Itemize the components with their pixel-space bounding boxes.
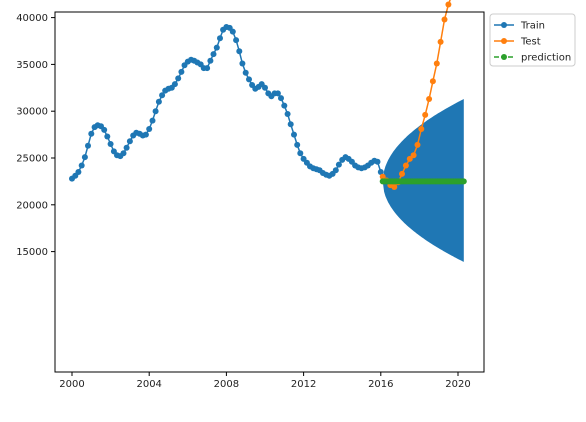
legend-label-train: Train (520, 21, 545, 32)
data-point-train-70 (294, 141, 301, 148)
x-tick-label-2008: 2008 (214, 379, 239, 390)
legend-frame (489, 13, 576, 67)
data-point-train-65 (278, 95, 284, 102)
legend-marker-train (501, 22, 507, 28)
data-point-train-2 (75, 169, 82, 175)
data-point-test-7 (406, 155, 413, 162)
data-point-train-82 (332, 167, 339, 174)
y-tick-label-35000: 35000 (16, 60, 48, 71)
data-point-train-44 (210, 51, 217, 58)
x-tick-label-2000: 2000 (59, 379, 84, 390)
data-point-train-69 (291, 131, 297, 138)
data-point-train-55 (246, 76, 252, 83)
data-point-train-11 (104, 133, 111, 140)
legend-label-test: Test (520, 37, 541, 48)
data-point-train-10 (101, 126, 108, 133)
data-point-train-53 (239, 60, 246, 67)
data-point-train-23 (142, 131, 149, 138)
data-point-train-3 (78, 162, 85, 169)
y-axis: 1500020000250003000035000400004500050000 (16, 13, 55, 258)
data-point-train-17 (123, 144, 130, 151)
x-tick-label-2020: 2020 (445, 379, 470, 390)
data-point-test-5 (399, 170, 405, 177)
data-point-train-45 (213, 44, 220, 51)
data-point-test-14 (433, 60, 440, 67)
x-axis: 2000 2004 2008 2012 2016 2020 (59, 372, 471, 390)
x-tick-label-2012: 2012 (291, 379, 316, 390)
data-point-test-11 (422, 111, 429, 118)
legend-marker-prediction (501, 54, 507, 60)
data-point-train-50 (229, 28, 236, 35)
data-point-test-3 (391, 184, 398, 190)
legend: Train Test prediction (489, 13, 576, 67)
data-point-train-68 (287, 121, 294, 128)
data-point-train-67 (284, 111, 291, 117)
data-point-train-34 (178, 68, 185, 75)
series-line-test (382, 0, 451, 188)
data-point-test-6 (402, 162, 409, 169)
data-point-train-25 (149, 117, 156, 124)
data-point-test-12 (426, 96, 433, 102)
data-point-train-43 (207, 57, 214, 64)
plot-frame (54, 11, 485, 373)
data-point-test-13 (429, 78, 436, 85)
data-point-train-16 (120, 150, 127, 157)
data-point-train-46 (217, 35, 223, 42)
data-point-test-10 (418, 126, 425, 132)
x-tick-label-2004: 2004 (136, 379, 161, 390)
y-tick-label-30000: 30000 (16, 107, 48, 118)
data-point-train-32 (171, 81, 178, 88)
data-point-test-0 (379, 173, 386, 180)
data-point-test-15 (437, 38, 444, 45)
data-point-train-5 (85, 142, 91, 149)
data-point-train-26 (152, 108, 159, 115)
data-point-train-33 (175, 75, 182, 82)
y-tick-label-25000: 25000 (16, 154, 48, 165)
data-point-test-17 (445, 1, 452, 8)
series-prediction (379, 178, 467, 185)
y-tick-label-20000: 20000 (16, 200, 48, 211)
data-point-train-96 (377, 169, 384, 175)
data-point-train-54 (242, 69, 249, 76)
data-point-test-9 (414, 141, 421, 148)
x-tick-label-2016: 2016 (368, 379, 393, 390)
data-point-test-16 (441, 16, 448, 23)
data-point-train-52 (236, 48, 243, 55)
data-point-train-83 (335, 161, 342, 168)
data-point-train-95 (374, 158, 381, 165)
data-point-train-51 (233, 37, 240, 44)
y-tick-label-15000: 15000 (16, 247, 48, 258)
data-point-train-12 (107, 141, 114, 147)
data-point-train-28 (159, 92, 166, 99)
data-point-train-24 (146, 126, 153, 132)
data-point-train-18 (126, 138, 133, 145)
data-point-train-4 (81, 154, 88, 161)
data-point-train-64 (274, 90, 281, 97)
data-point-train-71 (297, 150, 304, 157)
data-point-train-6 (88, 130, 95, 137)
legend-marker-test (501, 38, 507, 44)
data-point-train-66 (281, 102, 288, 109)
data-point-train-60 (262, 84, 268, 91)
data-point-train-42 (204, 65, 211, 72)
data-point-train-27 (155, 98, 162, 105)
legend-label-prediction: prediction (521, 53, 571, 64)
series-layer (69, 0, 467, 190)
series-train (69, 24, 384, 182)
data-point-prediction-49 (460, 178, 467, 185)
y-tick-label-40000: 40000 (16, 13, 48, 24)
data-point-test-8 (410, 152, 417, 159)
